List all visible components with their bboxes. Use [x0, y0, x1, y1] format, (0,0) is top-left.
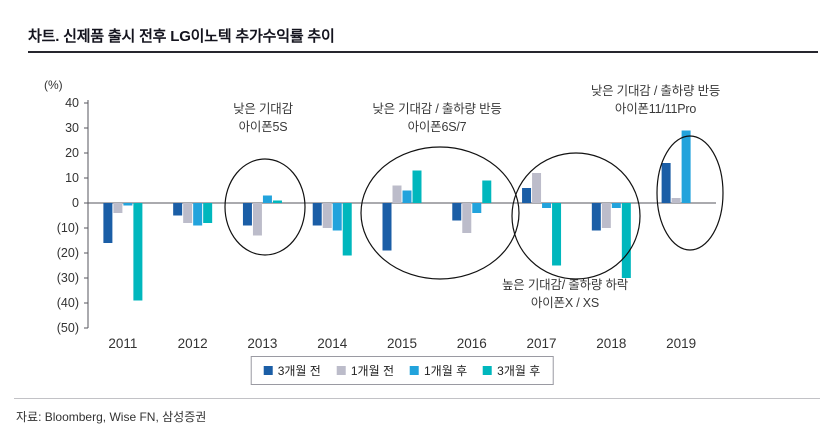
x-tick-label: 2013	[247, 336, 277, 351]
bar-2015-s3	[412, 170, 422, 203]
bar-2013-s3	[272, 200, 282, 203]
bar-2018-s2	[611, 203, 621, 208]
y-tick-label: 10	[65, 171, 79, 185]
bar-2017-s1	[532, 173, 542, 203]
annotation-ellipse-0	[224, 158, 306, 256]
bar-2017-s0	[522, 188, 532, 203]
bar-2019-s2	[681, 130, 691, 203]
annotation-iphone6s7: 낮은 기대감 / 출하량 반등 아이폰6S/7	[337, 101, 537, 136]
bar-2015-s0	[382, 203, 392, 251]
legend-swatch-icon	[410, 366, 419, 375]
bar-2016-s2	[472, 203, 482, 213]
bar-2019-s0	[661, 163, 671, 203]
bar-2017-s3	[552, 203, 562, 266]
y-tick-label: 40	[65, 96, 79, 110]
x-tick-label: 2018	[596, 336, 626, 351]
bar-2014-s1	[322, 203, 332, 228]
bar-2013-s0	[242, 203, 252, 226]
legend-label: 1개월 전	[350, 364, 394, 378]
bar-2015-s2	[402, 190, 412, 203]
bar-2014-s3	[342, 203, 352, 256]
bar-2018-s3	[621, 203, 631, 278]
x-tick-label: 2014	[317, 336, 348, 351]
title-divider	[28, 51, 818, 53]
legend-label: 3개월 후	[497, 364, 541, 378]
x-tick-label: 2016	[457, 336, 487, 351]
annotation-line: 아이폰11/11Pro	[614, 101, 697, 116]
bar-2011-s1	[113, 203, 123, 213]
annotation-line: 높은 기대감/ 출하량 하락	[501, 278, 629, 292]
legend: 3개월 전 1개월 전 1개월 후 3개월 후	[250, 356, 554, 385]
bar-2015-s1	[392, 185, 402, 203]
bar-2012-s0	[173, 203, 183, 216]
bar-2017-s2	[542, 203, 552, 208]
y-axis-unit-label: (%)	[44, 78, 63, 92]
source-note: 자료: Bloomberg, Wise FN, 삼성증권	[16, 410, 207, 424]
x-tick-label: 2019	[666, 336, 696, 351]
x-tick-label: 2015	[387, 336, 417, 351]
annotation-iphonex-xs: 높은 기대감/ 출하량 하락 아이폰X / XS	[455, 277, 675, 312]
legend-swatch-icon	[336, 366, 346, 375]
bar-2012-s1	[183, 203, 193, 223]
annotation-iphone11: 낮은 기대감 / 출하량 반등 아이폰11/11Pro	[543, 83, 768, 118]
bar-2014-s0	[312, 203, 322, 226]
annotation-ellipse-3	[656, 135, 724, 251]
legend-swatch-icon	[483, 366, 493, 375]
legend-item-0: 3개월 전	[263, 362, 321, 379]
annotation-line: 아이폰X / XS	[530, 295, 600, 310]
y-tick-label: (10)	[57, 221, 79, 235]
bar-2018-s0	[591, 203, 601, 231]
x-tick-label: 2011	[108, 336, 137, 351]
bar-2011-s0	[103, 203, 113, 243]
x-tick-label: 2017	[527, 336, 557, 351]
annotation-line: 아이폰6S/7	[407, 119, 467, 134]
legend-label: 3개월 전	[277, 364, 321, 378]
bar-2016-s0	[452, 203, 462, 221]
y-tick-label: 30	[65, 121, 79, 135]
footer-divider	[14, 398, 820, 399]
bar-2014-s2	[332, 203, 342, 231]
bar-2013-s2	[262, 195, 272, 203]
chart-title: 차트. 신제품 출시 전후 LG이노텍 추가수익률 추이	[28, 28, 335, 45]
bar-2012-s3	[203, 203, 213, 223]
bar-2011-s3	[133, 203, 143, 301]
bar-2016-s1	[462, 203, 472, 233]
y-tick-label: (30)	[57, 271, 79, 285]
bar-2016-s3	[482, 180, 492, 203]
y-tick-label: 20	[65, 146, 79, 160]
annotation-iphone5s: 낮은 기대감 아이폰5S	[193, 101, 333, 136]
bar-2011-s2	[123, 203, 133, 206]
bar-2018-s1	[601, 203, 611, 228]
annotation-line: 낮은 기대감	[233, 102, 293, 116]
bar-2019-s1	[671, 198, 681, 203]
annotation-line: 낮은 기대감 / 출하량 반등	[590, 84, 721, 98]
annotation-ellipse-2	[511, 152, 641, 280]
x-tick-label: 2012	[178, 336, 208, 351]
y-tick-label: 0	[72, 196, 79, 210]
bar-2012-s2	[193, 203, 203, 226]
legend-item-1: 1개월 전	[336, 362, 394, 379]
legend-item-2: 1개월 후	[410, 362, 467, 379]
y-tick-label: (40)	[57, 296, 79, 310]
annotation-line: 낮은 기대감 / 출하량 반등	[372, 102, 502, 116]
annotation-line: 아이폰5S	[238, 119, 288, 134]
legend-swatch-icon	[263, 366, 273, 375]
legend-label: 1개월 후	[424, 364, 468, 378]
y-tick-label: (20)	[57, 246, 79, 260]
y-tick-label: (50)	[57, 321, 79, 335]
bar-2013-s1	[252, 203, 262, 236]
annotation-ellipse-1	[360, 146, 520, 280]
legend-item-3: 3개월 후	[483, 362, 540, 379]
